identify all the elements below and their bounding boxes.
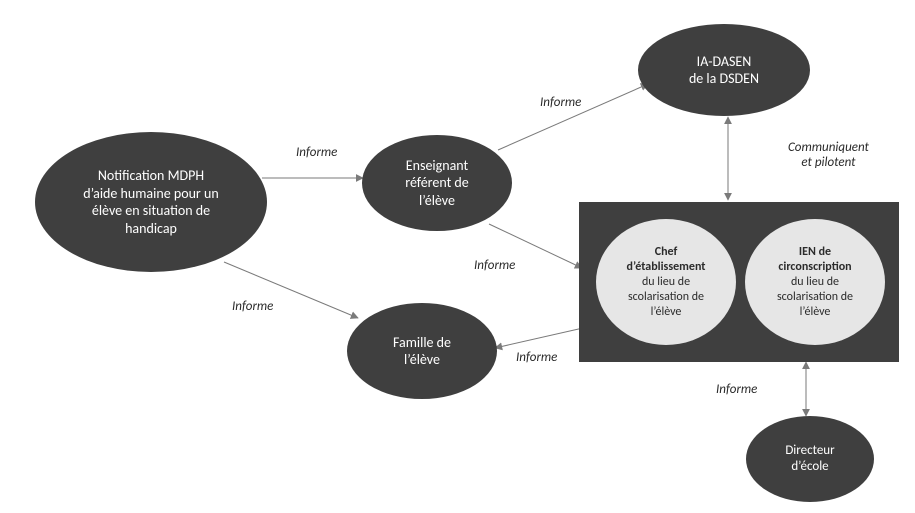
- node-ien-text: IEN decirconscriptiondu lieu descolarisa…: [767, 239, 863, 326]
- node-iadasen-text: IA-DASENde la DSDEN: [679, 47, 769, 94]
- edge-label-3: Informe: [474, 258, 515, 273]
- edge-label-4: Informe: [516, 350, 557, 365]
- node-directeur: Directeurd’école: [746, 416, 874, 502]
- node-chef-text: Chefd’établissementdu lieu descolarisati…: [617, 239, 716, 326]
- edge-label-2: Informe: [540, 95, 581, 110]
- node-famille-text: Famille del’élève: [383, 328, 461, 375]
- edge-label-1: Informe: [232, 299, 273, 314]
- node-directeur-text: Directeurd’école: [775, 437, 844, 482]
- node-ien: IEN decirconscriptiondu lieu descolarisa…: [745, 219, 885, 345]
- edge-label-6: Informe: [716, 382, 757, 397]
- node-mdph-text: Notification MDPHd’aide humaine pour uné…: [73, 161, 228, 243]
- node-chef: Chefd’établissementdu lieu descolarisati…: [596, 219, 736, 345]
- diagram-canvas: { "type": "flowchart", "background_color…: [0, 0, 915, 513]
- node-enseignant-text: Enseignantréférent del’élève: [395, 151, 479, 216]
- edge-4: [495, 328, 583, 348]
- node-enseignant: Enseignantréférent del’élève: [362, 135, 512, 231]
- edge-label-5: Communiquent et pilotent: [788, 140, 869, 170]
- node-iadasen: IA-DASENde la DSDEN: [638, 24, 810, 116]
- node-famille: Famille del’élève: [347, 303, 497, 399]
- edge-label-0: Informe: [296, 145, 337, 160]
- edge-2: [498, 84, 648, 150]
- node-mdph: Notification MDPHd’aide humaine pour uné…: [35, 132, 267, 272]
